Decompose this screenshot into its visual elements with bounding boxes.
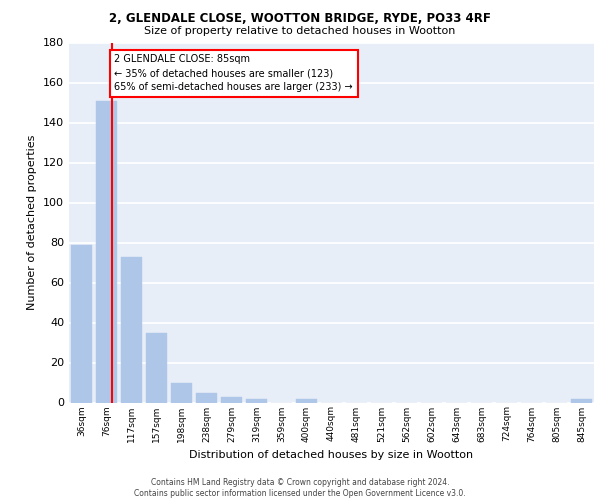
Text: Contains HM Land Registry data © Crown copyright and database right 2024.
Contai: Contains HM Land Registry data © Crown c… (134, 478, 466, 498)
Y-axis label: Number of detached properties: Number of detached properties (28, 135, 37, 310)
Bar (221, 396, 242, 402)
Bar (571, 398, 592, 402)
Bar (121, 256, 142, 402)
Text: 2, GLENDALE CLOSE, WOOTTON BRIDGE, RYDE, PO33 4RF: 2, GLENDALE CLOSE, WOOTTON BRIDGE, RYDE,… (109, 12, 491, 26)
Bar (296, 398, 317, 402)
Bar (146, 332, 167, 402)
Bar (196, 392, 217, 402)
Bar (71, 244, 92, 402)
Text: 2 GLENDALE CLOSE: 85sqm
← 35% of detached houses are smaller (123)
65% of semi-d: 2 GLENDALE CLOSE: 85sqm ← 35% of detache… (115, 54, 353, 92)
Bar (96, 100, 117, 403)
X-axis label: Distribution of detached houses by size in Wootton: Distribution of detached houses by size … (190, 450, 473, 460)
Bar (171, 382, 192, 402)
Bar (246, 398, 267, 402)
Text: Size of property relative to detached houses in Wootton: Size of property relative to detached ho… (145, 26, 455, 36)
